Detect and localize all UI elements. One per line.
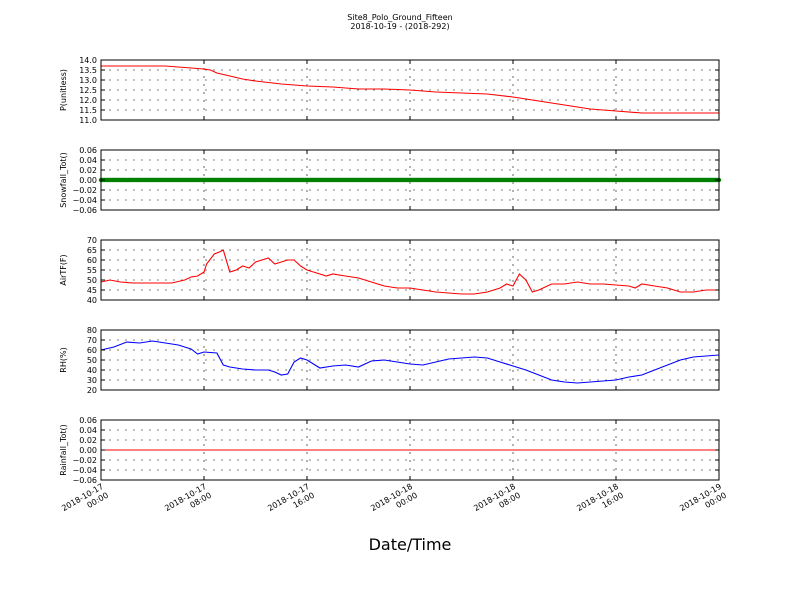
y-tick-label: 0.00	[79, 176, 97, 185]
series-line	[100, 340, 720, 384]
y-tick-label: 0.04	[79, 426, 97, 435]
x-axis-label: Date/Time	[369, 535, 452, 554]
y-tick-label: −0.06	[72, 476, 97, 485]
y-tick-label: 12.0	[79, 96, 97, 105]
y-tick-label: 70	[87, 336, 97, 345]
y-tick-label: 50	[87, 276, 97, 285]
series-line	[100, 249, 719, 295]
y-tick-label: 55	[87, 266, 97, 275]
y-tick-label: 0.02	[79, 166, 97, 175]
y-tick-label: 45	[87, 286, 97, 295]
y-tick-label: 11.0	[79, 116, 97, 125]
chart-subtitle: 2018-10-19 - (2018-292)	[350, 22, 449, 31]
y-tick-label: 50	[87, 356, 97, 365]
y-tick-label: 12.5	[79, 86, 97, 95]
y-tick-label: 70	[87, 236, 97, 245]
y-tick-label: 20	[87, 386, 97, 395]
series-points	[98, 177, 722, 183]
y-tick-label: 65	[87, 246, 97, 255]
y-tick-label: 80	[87, 326, 97, 335]
y-tick-label: 60	[87, 256, 97, 265]
y-axis-label: Rainfall_Tot()	[59, 424, 68, 476]
panel-snowfall: −0.06−0.04−0.020.000.020.040.06 Snowfall_…	[59, 146, 722, 215]
panels: 11.011.512.012.513.013.514.0 P(unitless) −…	[59, 56, 722, 485]
y-axis-label: AirTF(F)	[59, 254, 68, 285]
y-tick-label: 0.06	[79, 416, 97, 425]
chart-title: Site8_Polo_Ground_Fifteen	[347, 13, 452, 22]
y-tick-label: 40	[87, 296, 97, 305]
y-tick-label: 0.04	[79, 156, 97, 165]
y-tick-label: 0.06	[79, 146, 97, 155]
panel-pressure: 11.011.512.012.513.013.514.0 P(unitless)	[59, 56, 720, 125]
y-tick-label: −0.02	[72, 456, 97, 465]
y-tick-label: 40	[87, 366, 97, 375]
series-line	[101, 65, 719, 114]
y-tick-label: 11.5	[79, 106, 97, 115]
y-axis-label: RH(%)	[59, 347, 68, 372]
y-tick-label: 13.0	[79, 76, 97, 85]
y-axis-label: Snowfall_Tot()	[59, 152, 68, 208]
panel-rainfall: −0.06−0.04−0.020.000.020.040.06 Rainfall_…	[59, 416, 720, 485]
y-tick-label: 0.02	[79, 436, 97, 445]
y-tick-label: 30	[87, 376, 97, 385]
y-axis-label: P(unitless)	[59, 69, 68, 111]
y-tick-label: 60	[87, 346, 97, 355]
y-tick-label: −0.06	[72, 206, 97, 215]
y-tick-label: −0.04	[72, 196, 97, 205]
y-tick-label: −0.04	[72, 466, 97, 475]
y-tick-label: 13.5	[79, 66, 97, 75]
y-tick-label: −0.02	[72, 186, 97, 195]
y-tick-label: 14.0	[79, 56, 97, 65]
y-tick-label: 0.00	[79, 446, 97, 455]
